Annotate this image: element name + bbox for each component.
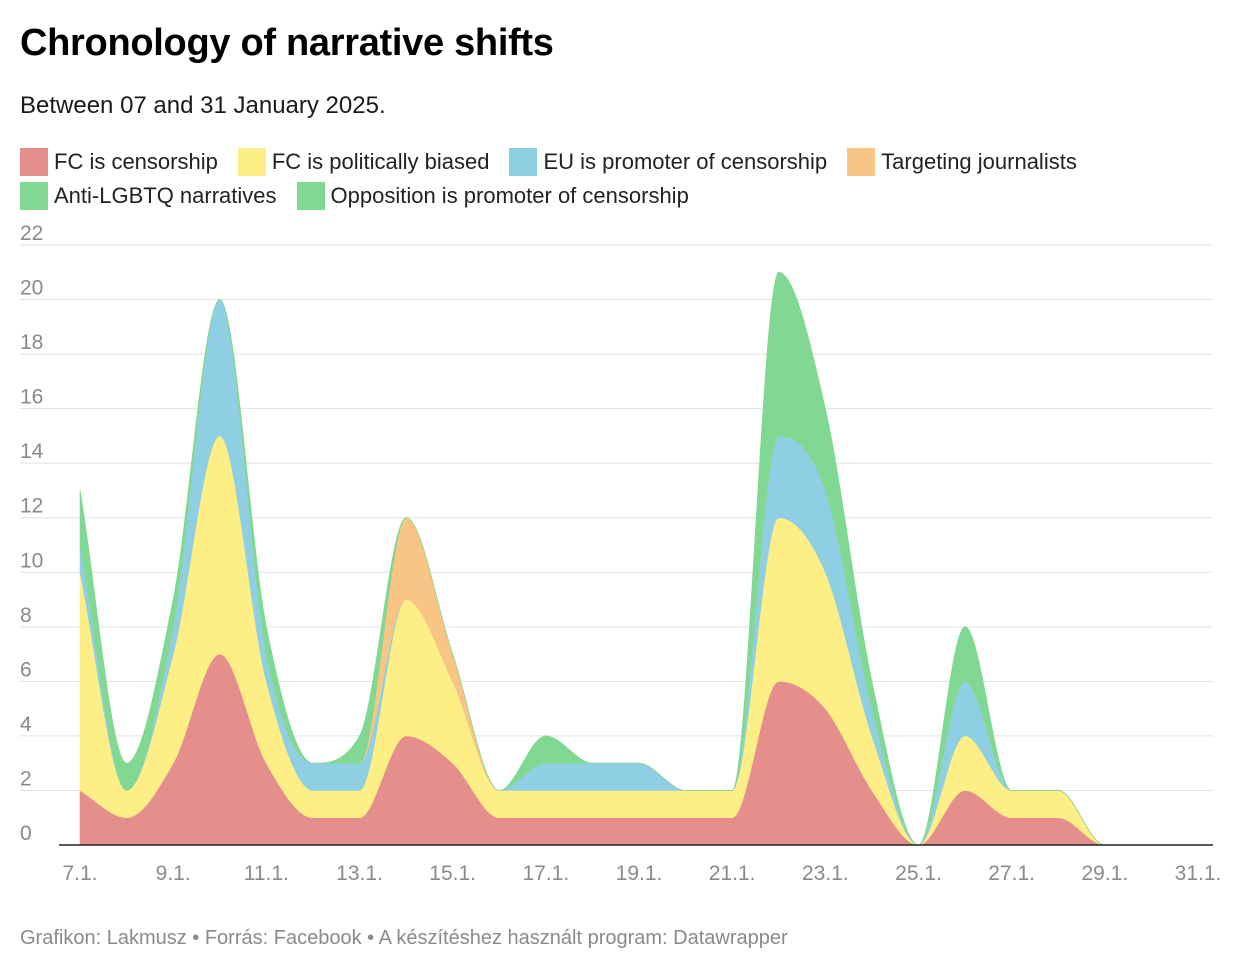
- legend-label: Opposition is promoter of censorship: [330, 183, 689, 208]
- y-tick-label: 0: [20, 822, 32, 845]
- legend-item-fc-censorship[interactable]: FC is censorship: [20, 148, 218, 176]
- y-tick-label: 18: [20, 331, 43, 354]
- x-tick-label: 21.1.: [709, 862, 756, 885]
- y-tick-label: 20: [20, 277, 43, 300]
- legend-item-eu-censorship[interactable]: EU is promoter of censorship: [509, 148, 827, 176]
- y-tick-label: 2: [20, 767, 32, 790]
- legend-swatch: [20, 148, 48, 176]
- legend-item-targeting-journalists[interactable]: Targeting journalists: [847, 148, 1077, 176]
- x-tick-label: 17.1.: [522, 862, 569, 885]
- x-tick-label: 23.1.: [802, 862, 849, 885]
- chart-subtitle: Between 07 and 31 January 2025.: [20, 92, 386, 119]
- x-tick-label: 15.1.: [429, 862, 476, 885]
- legend-row-2: Anti-LGBTQ narratives Opposition is prom…: [20, 179, 1220, 213]
- x-tick-label: 27.1.: [988, 862, 1035, 885]
- y-tick-label: 4: [20, 713, 32, 736]
- legend-swatch: [296, 182, 325, 210]
- y-tick-label: 14: [20, 440, 44, 463]
- y-tick-label: 12: [20, 495, 43, 518]
- legend-label: FC is politically biased: [271, 149, 490, 174]
- source-note: Grafikon: Lakmusz • Forrás: Facebook • A…: [20, 927, 788, 949]
- x-tick-label: 19.1.: [616, 862, 663, 885]
- legend-row-1: FC is censorship FC is politically biase…: [20, 145, 1220, 179]
- x-tick-label: 7.1.: [62, 862, 97, 885]
- x-tick-label: 13.1.: [336, 862, 383, 885]
- legend-label: Targeting journalists: [881, 149, 1077, 174]
- legend-item-anti-lgbtq[interactable]: Anti-LGBTQ narratives: [20, 182, 277, 210]
- legend: FC is censorship FC is politically biase…: [20, 145, 1220, 213]
- x-tick-label: 31.1.: [1175, 862, 1222, 885]
- area-layer: [79, 271, 1199, 846]
- legend-item-opposition-censorship[interactable]: Opposition is promoter of censorship: [296, 182, 689, 210]
- legend-swatch: [847, 148, 876, 176]
- x-tick-label: 11.1.: [244, 862, 289, 885]
- x-tick-label: 29.1.: [1081, 862, 1128, 885]
- y-tick-label: 6: [20, 658, 32, 681]
- y-tick-label: 22: [20, 222, 43, 245]
- axis-layer: 0 2 4 6 8 10 12 14 16 18 20 22 7.1. 9.1. 11.1. 13.1. 15.…: [20, 222, 1221, 885]
- legend-swatch: [237, 148, 266, 176]
- chart-title: Chronology of narrative shifts: [20, 22, 554, 64]
- y-tick-label: 16: [20, 386, 43, 409]
- stacked-area-chart: 0 2 4 6 8 10 12 14 16 18 20 22 7.1. 9.1. 11.1. 13.1. 15.…: [20, 222, 1221, 885]
- legend-label: FC is censorship: [54, 149, 218, 174]
- legend-swatch: [20, 182, 48, 210]
- y-tick-label: 8: [20, 604, 32, 627]
- legend-label: EU is promoter of censorship: [543, 149, 828, 174]
- legend-item-fc-biased[interactable]: FC is politically biased: [237, 148, 490, 176]
- legend-swatch: [509, 148, 538, 176]
- y-tick-label: 10: [20, 549, 43, 572]
- x-tick-label: 25.1.: [895, 862, 942, 885]
- x-tick-label: 9.1.: [156, 862, 191, 885]
- legend-label: Anti-LGBTQ narratives: [54, 183, 277, 208]
